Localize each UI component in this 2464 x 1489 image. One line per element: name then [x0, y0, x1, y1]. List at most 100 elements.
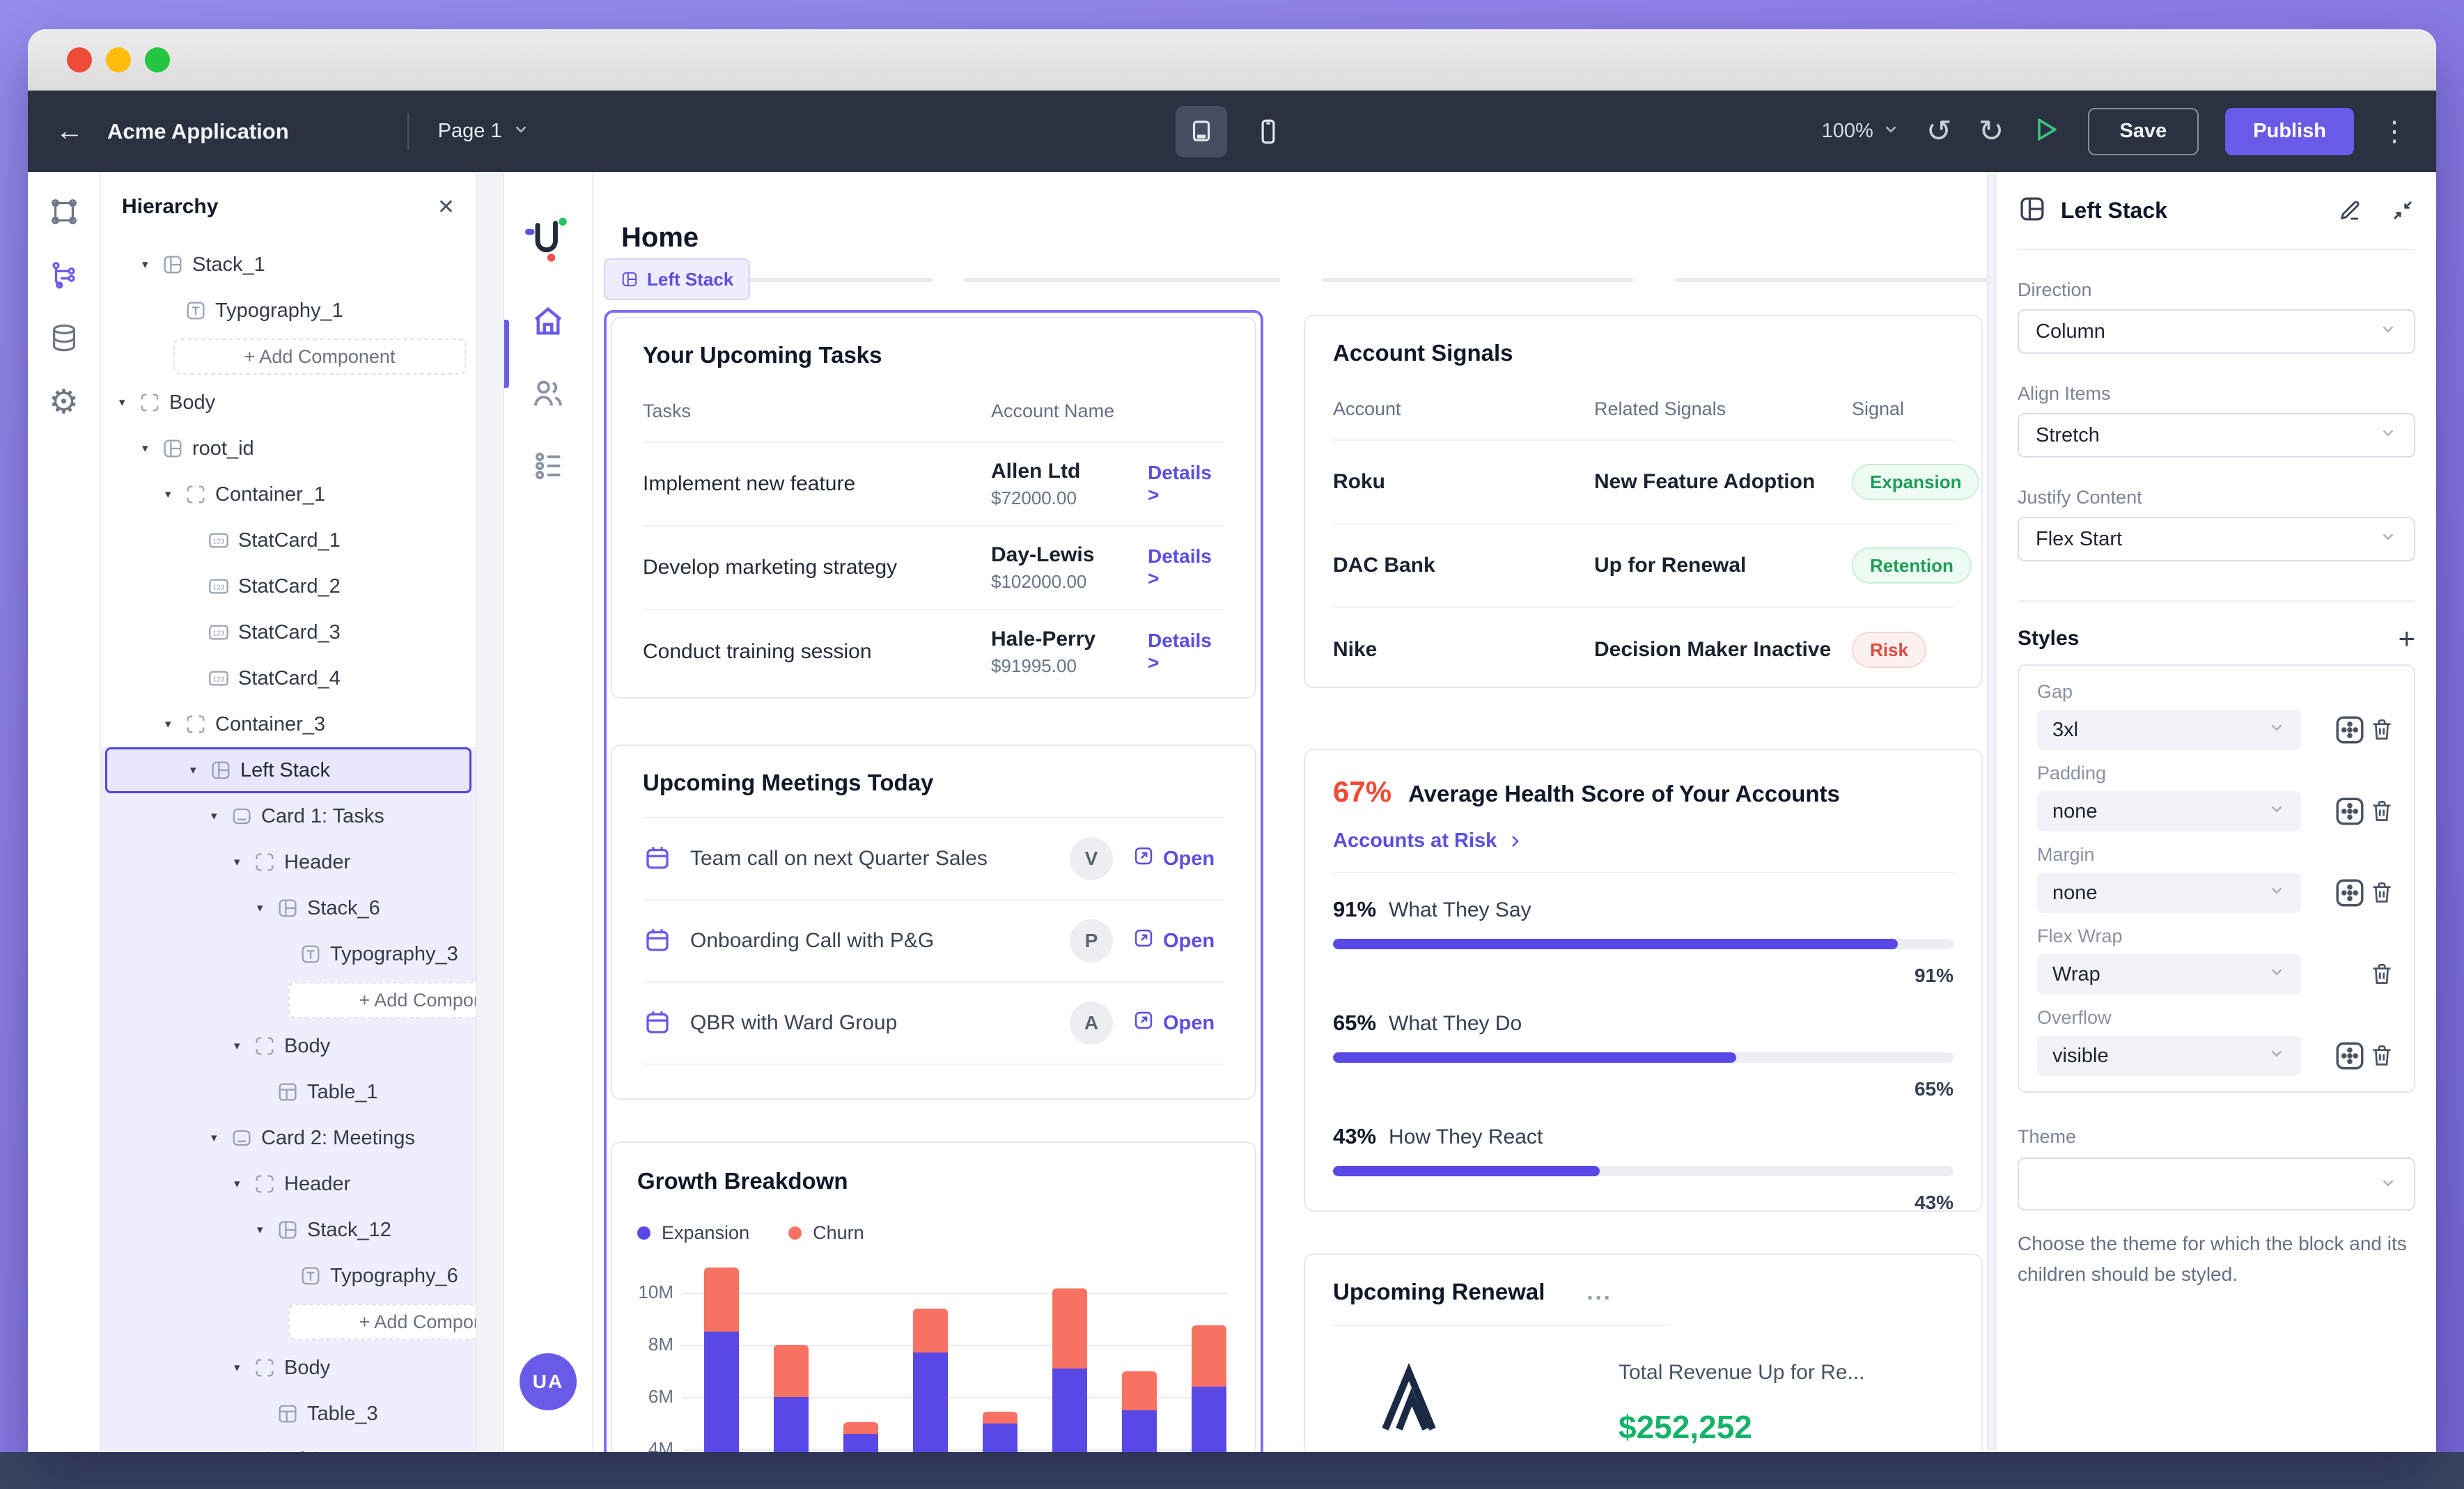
hierarchy-item-typography-6[interactable]: Typography_6 — [101, 1253, 476, 1299]
undo-icon[interactable]: ↺ — [1926, 114, 1952, 148]
close-icon[interactable]: ✕ — [437, 195, 455, 219]
open-link[interactable]: Open — [1132, 845, 1224, 873]
hierarchy-item[interactable]: ▾ Left Stack — [105, 747, 471, 793]
minimize-window-button[interactable] — [106, 47, 131, 72]
hierarchy-item[interactable]: 123 StatCard_1 — [101, 517, 476, 563]
details-link[interactable]: Details > — [1148, 462, 1212, 506]
hierarchy-item-header[interactable]: ▾ Header — [101, 1161, 476, 1207]
details-link[interactable]: Details > — [1148, 545, 1212, 589]
direction-select[interactable]: Column — [2018, 309, 2415, 354]
hierarchy-item[interactable]: ▾Card 3: — [101, 1437, 476, 1452]
hierarchy-item[interactable]: 123 StatCard_2 — [101, 563, 476, 609]
desktop-view-button[interactable] — [1176, 105, 1227, 157]
style-margin-select[interactable]: none — [2037, 873, 2301, 913]
hierarchy-item-table-1[interactable]: Table_1 — [101, 1069, 476, 1115]
hierarchy-item-typography-1[interactable]: Typography_1 — [101, 288, 476, 334]
trash-icon[interactable] — [2368, 716, 2396, 744]
preview-play-button[interactable] — [2031, 114, 2061, 148]
page-selector[interactable]: Page 1 — [438, 120, 530, 143]
hierarchy-item-statcard-1[interactable]: 123 StatCard_1 — [101, 517, 476, 563]
details-link[interactable]: Details > — [1148, 630, 1212, 673]
hierarchy-tree-icon[interactable] — [48, 259, 80, 295]
spacing-grid-icon[interactable] — [2332, 1038, 2368, 1074]
hierarchy-item-statcard-3[interactable]: 123 StatCard_3 — [101, 609, 476, 655]
add-component-button[interactable]: + Add Component — [173, 338, 466, 375]
back-icon[interactable]: ← — [56, 116, 84, 146]
open-link[interactable]: Open — [1132, 1009, 1224, 1037]
add-component-button[interactable]: + Add Component — [288, 982, 476, 1018]
database-icon[interactable] — [48, 322, 80, 358]
save-button[interactable]: Save — [2087, 107, 2199, 155]
hierarchy-item-card-2-meetings[interactable]: ▾ Card 2: Meetings — [101, 1115, 476, 1161]
components-frame-icon[interactable] — [48, 196, 80, 231]
hierarchy-item-body[interactable]: ▾ Body — [101, 1023, 476, 1069]
card-menu-icon[interactable]: ... — [1586, 1279, 1612, 1304]
hierarchy-item-typography-3[interactable]: Typography_3 — [101, 931, 476, 977]
hierarchy-item-body[interactable]: ▾ Body — [101, 380, 476, 426]
hierarchy-item-stack-1[interactable]: ▾ Stack_1 — [101, 242, 476, 288]
hierarchy-add-row[interactable]: + Add Component — [101, 334, 476, 380]
hierarchy-item[interactable]: ▾ Body — [101, 380, 476, 426]
hierarchy-item[interactable]: ▾ Header — [101, 839, 476, 885]
more-options-icon[interactable]: ⋮ — [2380, 116, 2408, 147]
hierarchy-item[interactable]: Table_3 — [101, 1391, 476, 1437]
close-window-button[interactable] — [67, 47, 92, 72]
style-gap-select[interactable]: 3xl — [2037, 710, 2301, 750]
add-component-button[interactable]: + Add Component — [288, 1304, 476, 1340]
hierarchy-add-row[interactable]: + Add Component — [101, 977, 476, 1023]
hierarchy-item[interactable]: ▾ Stack_12 — [101, 1207, 476, 1253]
hierarchy-item[interactable]: ▾ Stack_1 — [101, 242, 476, 288]
align-items-select[interactable]: Stretch — [2018, 413, 2415, 458]
selection-chip[interactable]: Left Stack — [604, 258, 751, 300]
hierarchy-item-card-1-tasks[interactable]: ▾ Card 1: Tasks — [101, 793, 476, 839]
style-flex-wrap-select[interactable]: Wrap — [2037, 954, 2301, 995]
hierarchy-item[interactable]: ▾ Card 2: Meetings — [101, 1115, 476, 1161]
hierarchy-item-statcard-2[interactable]: 123 StatCard_2 — [101, 563, 476, 609]
edit-pencil-icon[interactable] — [2337, 198, 2362, 223]
users-nav-icon[interactable] — [530, 375, 566, 412]
hierarchy-item-container-3[interactable]: ▾ Container_3 — [101, 701, 476, 747]
spacing-grid-icon[interactable] — [2332, 793, 2368, 829]
user-avatar[interactable]: UA — [520, 1353, 577, 1410]
mobile-view-button[interactable] — [1242, 106, 1294, 157]
theme-select[interactable] — [2018, 1157, 2415, 1210]
hierarchy-item[interactable]: ▾ Body — [101, 1345, 476, 1391]
collapse-panel-icon[interactable] — [2390, 198, 2415, 223]
hierarchy-item[interactable]: ▾ Header — [101, 1161, 476, 1207]
hierarchy-add-row[interactable]: + Add Component — [101, 1299, 476, 1345]
trash-icon[interactable] — [2368, 879, 2396, 907]
zoom-selector[interactable]: 100% — [1822, 120, 1900, 143]
hierarchy-item[interactable]: Typography_6 — [101, 1253, 476, 1299]
redo-icon[interactable]: ↻ — [1978, 114, 2004, 148]
accounts-at-risk-link[interactable]: Accounts at Risk — [1333, 829, 1954, 852]
checklist-nav-icon[interactable] — [530, 448, 566, 484]
hierarchy-item-stack-6[interactable]: ▾ Stack_6 — [101, 885, 476, 931]
hierarchy-item[interactable]: 123 StatCard_4 — [101, 655, 476, 701]
hierarchy-item[interactable]: 123 StatCard_3 — [101, 609, 476, 655]
add-style-icon[interactable]: + — [2398, 622, 2415, 655]
hierarchy-item[interactable]: Table_1 — [101, 1069, 476, 1115]
hierarchy-item-body[interactable]: ▾ Body — [101, 1345, 476, 1391]
zoom-window-button[interactable] — [145, 47, 170, 72]
trash-icon[interactable] — [2368, 960, 2396, 988]
hierarchy-item-card-3-[interactable]: ▾Card 3: — [101, 1437, 476, 1452]
style-padding-select[interactable]: none — [2037, 791, 2301, 832]
hierarchy-item-container-1[interactable]: ▾ Container_1 — [101, 471, 476, 517]
publish-button[interactable]: Publish — [2225, 107, 2354, 155]
trash-icon[interactable] — [2368, 797, 2396, 825]
spacing-grid-icon[interactable] — [2332, 712, 2368, 748]
justify-content-select[interactable]: Flex Start — [2018, 517, 2415, 561]
spacing-grid-icon[interactable] — [2332, 875, 2368, 911]
style-overflow-select[interactable]: visible — [2037, 1036, 2301, 1076]
selected-left-stack-container[interactable]: Your Upcoming Tasks Tasks Account Name I… — [604, 310, 1263, 1452]
hierarchy-item-statcard-4[interactable]: 123 StatCard_4 — [101, 655, 476, 701]
settings-gear-icon[interactable]: ⚙ — [48, 384, 79, 421]
open-link[interactable]: Open — [1132, 927, 1224, 955]
hierarchy-item[interactable]: Typography_3 — [101, 931, 476, 977]
hierarchy-item[interactable]: Typography_1 — [101, 288, 476, 334]
hierarchy-item-table-3[interactable]: Table_3 — [101, 1391, 476, 1437]
hierarchy-item-stack-12[interactable]: ▾ Stack_12 — [101, 1207, 476, 1253]
home-nav-icon[interactable] — [530, 303, 566, 339]
hierarchy-item[interactable]: ▾ root_id — [101, 426, 476, 471]
hierarchy-item[interactable]: ▾ Container_3 — [101, 701, 476, 747]
